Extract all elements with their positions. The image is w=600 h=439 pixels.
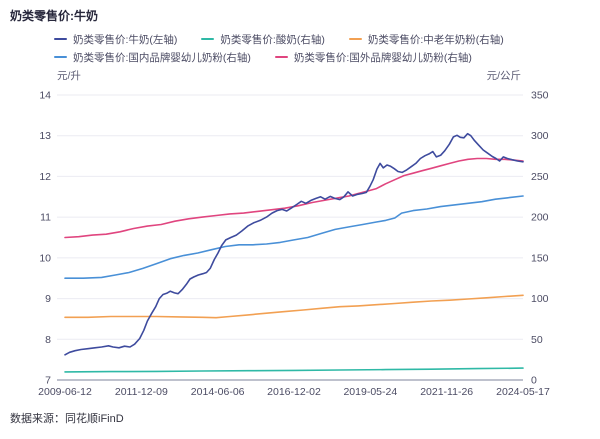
series-line-milk [64, 132, 524, 356]
legend-row-1: 奶类零售价:牛奶(左轴) 奶类零售价:酸奶(右轴) 奶类零售价:中老年奶粉(右轴) [54, 32, 504, 46]
legend-label: 奶类零售价:国外品牌婴幼儿奶粉(右轴) [293, 51, 472, 64]
series-line-yogurt [64, 367, 524, 373]
legend-item-middle-aged-milk-powder[interactable]: 奶类零售价:中老年奶粉(右轴) [348, 32, 504, 47]
page-title: 奶类零售价:牛奶 [10, 9, 98, 23]
legend-marker-foreign-infant-formula [274, 55, 288, 59]
legend-label: 奶类零售价:国内品牌婴幼儿奶粉(右轴) [73, 51, 251, 64]
left-axis-unit-label: 元/升 [57, 70, 81, 82]
legend-item-domestic-infant-formula[interactable]: 奶类零售价:国内品牌婴幼儿奶粉(右轴) [54, 50, 251, 65]
right-axis-unit-label: 元/公斤 [486, 70, 521, 82]
legend: 奶类零售价:牛奶(左轴) 奶类零售价:酸奶(右轴) 奶类零售价:中老年奶粉(右轴) … [54, 32, 504, 64]
legend-label: 奶类零售价:牛奶(左轴) [73, 33, 178, 46]
x-axis-tick: 2019-05-24 [343, 386, 397, 398]
series-line-middle-aged-milk-powder [64, 294, 524, 319]
y-axis-tick-right: 200 [531, 212, 549, 224]
y-axis-tick-right: 50 [531, 334, 543, 346]
legend-label: 奶类零售价:酸奶(右轴) [220, 33, 325, 46]
series-line-foreign-infant-formula [64, 157, 524, 239]
y-axis-tick-left: 8 [45, 334, 51, 346]
y-axis-tick-right: 0 [531, 375, 537, 387]
y-axis-tick-left: 13 [39, 130, 51, 142]
legend-marker-milk [54, 37, 67, 41]
legend-item-yogurt[interactable]: 奶类零售价:酸奶(右轴) [201, 32, 325, 47]
y-axis-tick-right: 250 [531, 171, 549, 183]
legend-row-2: 奶类零售价:国内品牌婴幼儿奶粉(右轴) 奶类零售价:国外品牌婴幼儿奶粉(右轴) [54, 50, 504, 64]
x-axis-tick: 2009-06-12 [38, 386, 92, 398]
legend-marker-domestic-infant-formula [54, 55, 67, 59]
x-axis-tick: 2016-12-02 [267, 386, 321, 398]
legend-item-milk[interactable]: 奶类零售价:牛奶(左轴) [54, 32, 177, 47]
y-axis-tick-right: 150 [531, 252, 549, 264]
legend-label: 奶类零售价:中老年奶粉(右轴) [367, 33, 504, 46]
series-line-domestic-infant-formula [64, 195, 524, 280]
x-axis-tick: 2024-05-17 [496, 386, 550, 398]
y-axis-tick-right: 350 [531, 90, 549, 102]
legend-marker-middle-aged-milk-powder [348, 37, 362, 41]
y-axis-tick-left: 14 [39, 90, 51, 102]
legend-marker-yogurt [201, 37, 215, 41]
y-axis-tick-left: 10 [39, 252, 51, 264]
legend-item-foreign-infant-formula[interactable]: 奶类零售价:国外品牌婴幼儿奶粉(右轴) [274, 50, 472, 65]
data-source-label: 数据来源：同花顺iFinD [10, 413, 124, 425]
x-axis-tick: 2014-06-06 [191, 386, 245, 398]
y-axis-tick-left: 9 [45, 293, 51, 305]
y-axis-tick-right: 300 [531, 130, 549, 142]
y-axis-tick-left: 12 [39, 171, 51, 183]
y-axis-tick-left: 11 [40, 212, 51, 224]
x-axis-tick: 2011-12-09 [115, 386, 168, 398]
x-axis-tick: 2021-11-26 [420, 386, 473, 398]
y-axis-tick-left: 7 [45, 375, 51, 387]
y-axis-tick-right: 100 [531, 293, 549, 305]
